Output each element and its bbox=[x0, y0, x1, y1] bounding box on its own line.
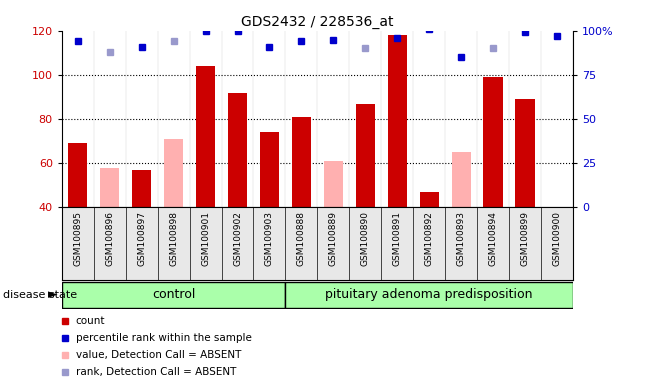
Bar bbox=[292, 117, 311, 207]
Bar bbox=[132, 170, 151, 207]
Bar bbox=[387, 35, 407, 207]
Bar bbox=[260, 161, 279, 207]
Text: GSM100888: GSM100888 bbox=[297, 211, 306, 266]
Bar bbox=[452, 152, 471, 207]
Text: GSM100894: GSM100894 bbox=[488, 211, 497, 266]
Text: pituitary adenoma predisposition: pituitary adenoma predisposition bbox=[326, 288, 533, 301]
Text: GSM100889: GSM100889 bbox=[329, 211, 338, 266]
Bar bbox=[228, 93, 247, 207]
Text: rank, Detection Call = ABSENT: rank, Detection Call = ABSENT bbox=[76, 367, 236, 377]
Text: GSM100903: GSM100903 bbox=[265, 211, 274, 266]
Text: GSM100899: GSM100899 bbox=[520, 211, 529, 266]
Bar bbox=[62, 282, 285, 308]
Text: value, Detection Call = ABSENT: value, Detection Call = ABSENT bbox=[76, 350, 241, 360]
Text: GDS2432 / 228536_at: GDS2432 / 228536_at bbox=[241, 15, 394, 29]
Text: GSM100892: GSM100892 bbox=[424, 211, 434, 266]
Bar bbox=[100, 167, 119, 207]
Text: GSM100893: GSM100893 bbox=[456, 211, 465, 266]
Text: GSM100891: GSM100891 bbox=[393, 211, 402, 266]
Bar bbox=[260, 132, 279, 207]
Text: GSM100898: GSM100898 bbox=[169, 211, 178, 266]
Text: GSM100900: GSM100900 bbox=[553, 211, 561, 266]
Text: GSM100890: GSM100890 bbox=[361, 211, 370, 266]
Text: control: control bbox=[152, 288, 195, 301]
Text: GSM100897: GSM100897 bbox=[137, 211, 146, 266]
Bar bbox=[484, 77, 503, 207]
Bar bbox=[164, 139, 183, 207]
Bar bbox=[324, 161, 343, 207]
Text: GSM100895: GSM100895 bbox=[74, 211, 82, 266]
Bar bbox=[285, 282, 573, 308]
Text: percentile rank within the sample: percentile rank within the sample bbox=[76, 333, 251, 343]
Text: disease state: disease state bbox=[3, 290, 77, 300]
Bar bbox=[419, 192, 439, 207]
Bar bbox=[68, 143, 87, 207]
Text: GSM100896: GSM100896 bbox=[105, 211, 115, 266]
Text: ►: ► bbox=[48, 288, 58, 301]
Bar bbox=[516, 99, 534, 207]
Text: count: count bbox=[76, 316, 105, 326]
Bar bbox=[355, 104, 375, 207]
Text: GSM100902: GSM100902 bbox=[233, 211, 242, 266]
Text: GSM100901: GSM100901 bbox=[201, 211, 210, 266]
Bar bbox=[196, 66, 215, 207]
